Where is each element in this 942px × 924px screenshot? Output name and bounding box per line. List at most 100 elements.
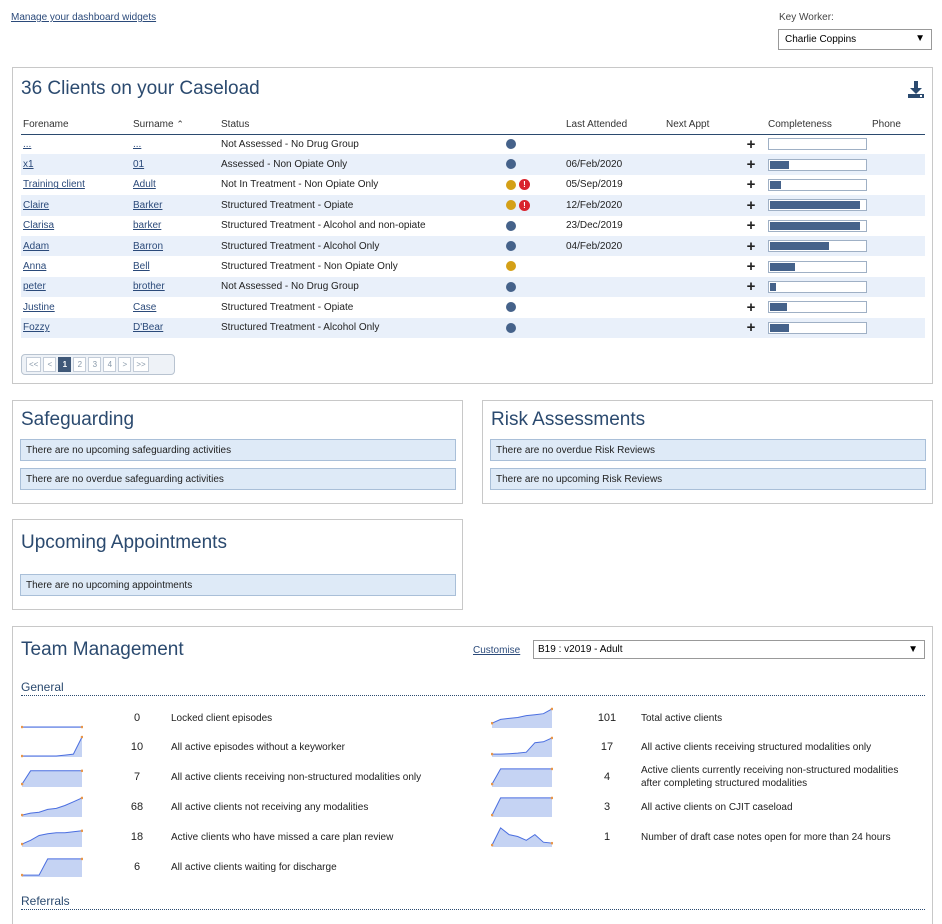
metric-label: Active clients currently receiving non-s… — [641, 765, 899, 789]
add-appointment-icon[interactable]: + — [746, 135, 756, 153]
metric-item[interactable]: 0 Locked client episodes — [21, 705, 461, 731]
forename-link[interactable]: Claire — [23, 199, 50, 211]
sparkline-start-dot — [491, 721, 494, 725]
col-phone[interactable]: Phone — [870, 116, 925, 135]
sparkline-chart — [491, 767, 553, 787]
surname-link[interactable]: Case — [133, 301, 157, 313]
forename-link[interactable]: Clarisa — [23, 220, 55, 232]
status-dot-icon — [506, 220, 516, 231]
metric-item[interactable]: 17 All active clients receiving structure… — [491, 734, 917, 760]
metric-item[interactable]: 7 All active clients receiving non-struct… — [21, 764, 461, 790]
next-appt — [664, 154, 736, 175]
status-dot-icon — [506, 281, 516, 292]
forename-link[interactable]: Adam — [23, 240, 50, 252]
sparkline-line — [21, 770, 82, 785]
status-text: Not In Treatment - Non Opiate Only — [221, 179, 379, 191]
last-attended: 06/Feb/2020 — [564, 154, 664, 175]
sparkline-line — [21, 830, 83, 845]
team-report-select[interactable]: B19 : v2019 - Adult ▼ — [533, 640, 925, 659]
status-text: Not Assessed - No Drug Group — [219, 276, 504, 298]
col-last-attended[interactable]: Last Attended — [564, 116, 664, 135]
warning-icon[interactable]: ! — [519, 199, 530, 211]
safeguarding-upcoming-message: There are no upcoming safeguarding activ… — [20, 439, 456, 461]
completeness-cell — [766, 317, 870, 338]
col-status[interactable]: Status — [219, 116, 504, 135]
table-row: Fozzy D'Bear Structured Treatment - Alcoho… — [21, 317, 925, 338]
surname-link[interactable]: ... — [133, 138, 142, 150]
surname-link[interactable]: brother — [133, 281, 165, 293]
metric-item[interactable]: 101 Total active clients — [491, 705, 917, 731]
completeness-fill — [770, 221, 861, 230]
surname-link[interactable]: Adult — [133, 179, 156, 191]
table-row: Justine Case Structured Treatment - Opiate… — [21, 297, 925, 317]
pager-button[interactable]: << — [26, 357, 42, 372]
completeness-fill — [770, 282, 776, 291]
surname-link[interactable]: Barron — [133, 240, 164, 252]
add-appointment-icon[interactable]: + — [736, 276, 766, 298]
pager-button[interactable]: >> — [133, 357, 149, 372]
status-text: Structured Treatment - Alcohol and non-o… — [221, 220, 426, 232]
metric-item[interactable]: 1 Number of draft case notes open for mor… — [491, 824, 917, 850]
sparkline-chart — [21, 735, 83, 758]
customise-link[interactable]: Customise — [473, 645, 521, 656]
add-appointment-icon[interactable]: + — [746, 217, 756, 235]
forename-link[interactable]: Fozzy — [23, 322, 50, 334]
last-attended — [564, 256, 664, 276]
pager-button[interactable]: < — [43, 357, 57, 372]
next-appt — [664, 317, 736, 338]
warning-icon[interactable]: ! — [519, 179, 530, 191]
surname-link[interactable]: 01 — [133, 159, 145, 171]
add-appointment-icon[interactable]: + — [736, 235, 766, 257]
safeguarding-title: Safeguarding — [21, 409, 135, 430]
col-surname[interactable]: Surname ⌃ — [131, 116, 219, 135]
col-next-appt[interactable]: Next Appt — [664, 116, 736, 135]
completeness-bar — [768, 158, 867, 171]
col-forename[interactable]: Forename — [21, 116, 131, 135]
next-appt — [664, 216, 736, 236]
add-appointment-icon[interactable]: + — [736, 195, 766, 216]
surname-link[interactable]: Barker — [133, 199, 163, 211]
pager-button[interactable]: 3 — [88, 357, 102, 372]
general-heading: General — [21, 680, 925, 696]
download-icon[interactable] — [908, 80, 924, 98]
sparkline-start-dot — [21, 725, 24, 729]
metric-item[interactable]: 3 All active clients on CJIT caseload — [491, 794, 917, 820]
status-text: Structured Treatment - Opiate — [221, 301, 354, 313]
forename-link[interactable]: peter — [23, 281, 46, 293]
manage-widgets-link[interactable]: Manage your dashboard widgets — [11, 12, 157, 23]
sparkline-line — [22, 858, 82, 876]
metric-item[interactable]: 4 Active clients currently receiving non-… — [491, 764, 917, 790]
status-text: Assessed - Non Opiate Only — [219, 154, 504, 175]
metric-item[interactable]: 6 All active clients waiting for discharg… — [21, 854, 461, 880]
add-appointment-icon[interactable]: + — [746, 298, 756, 316]
metric-value: 17 — [600, 741, 614, 753]
forename-link[interactable]: ... — [23, 138, 32, 150]
add-appointment-icon[interactable]: + — [746, 176, 756, 194]
sparkline-chart — [21, 796, 83, 817]
status-icons — [504, 235, 564, 257]
surname-link[interactable]: D'Bear — [133, 322, 164, 334]
team-management-panel: Team Management Customise B19 : v2019 - … — [12, 626, 933, 924]
pager-button[interactable]: > — [118, 357, 132, 372]
sparkline-chart — [491, 707, 553, 728]
key-worker-select[interactable]: Charlie Coppins ▼ — [778, 29, 932, 50]
surname-link[interactable]: Bell — [133, 261, 150, 273]
surname-link[interactable]: barker — [133, 220, 162, 232]
add-appointment-icon[interactable]: + — [736, 154, 766, 175]
add-appointment-icon[interactable]: + — [736, 317, 766, 338]
forename-link[interactable]: Training client — [23, 179, 85, 191]
metric-item[interactable]: 10 All active episodes without a keyworke… — [21, 734, 461, 760]
pager-button[interactable]: 4 — [103, 357, 117, 372]
add-appointment-icon[interactable]: + — [746, 258, 756, 276]
pager-button[interactable]: 1 — [58, 357, 72, 372]
sparkline-start-dot — [491, 782, 494, 786]
phone — [870, 297, 925, 317]
metric-item[interactable]: 18 Active clients who have missed a care … — [21, 824, 461, 850]
pager-button[interactable]: 2 — [73, 357, 87, 372]
forename-link[interactable]: x1 — [23, 159, 34, 171]
forename-link[interactable]: Justine — [23, 301, 55, 313]
metric-item[interactable]: 68 All active clients not receiving any m… — [21, 794, 461, 820]
col-completeness[interactable]: Completeness — [766, 116, 870, 135]
sparkline-end-dot — [80, 725, 83, 729]
forename-link[interactable]: Anna — [23, 261, 47, 273]
